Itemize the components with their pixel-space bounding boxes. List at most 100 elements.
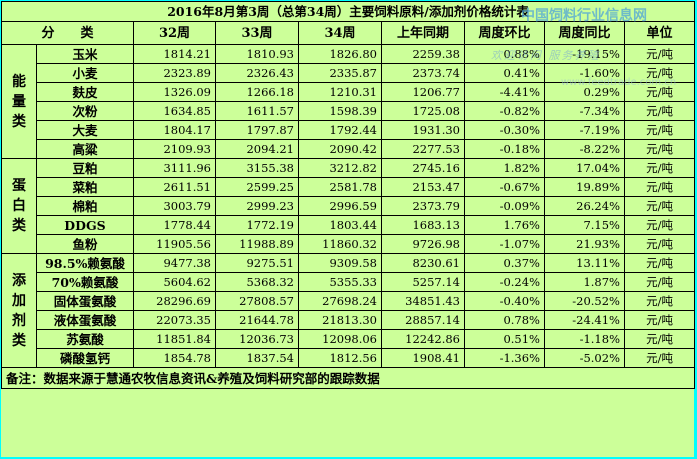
cell-unit: 元/吨: [623, 272, 696, 292]
item-name: 菜粕: [36, 177, 134, 197]
table-row: 能量类玉米 1814.21 1810.93 1826.80 2259.38 0.88% -1…: [1, 44, 696, 159]
item-name: 次粉: [36, 101, 134, 121]
cell-wow: -0.18%: [464, 139, 545, 159]
category-char: 类: [12, 218, 26, 234]
cell-w32: 1326.09: [133, 82, 216, 102]
table-row: 70%赖氨酸 5604.62 5368.32 5355.33 5257.14 -0.24%…: [2, 272, 696, 292]
table-row: 次粉 1634.85 1611.57 1598.39 1725.08 -0.82% -7.3…: [2, 101, 696, 121]
cell-w34: 1792.44: [298, 120, 382, 140]
cell-w32: 22073.35: [133, 310, 216, 330]
category-char: 加: [12, 292, 26, 309]
cell-w33: 21644.78: [215, 310, 299, 330]
cell-w34: 2581.78: [298, 177, 382, 197]
cell-wow: 1.76%: [464, 215, 545, 235]
item-name: 小麦: [36, 63, 134, 83]
category-char: 类: [12, 113, 26, 130]
cell-w32: 3003.79: [133, 196, 216, 216]
cell-unit: 元/吨: [623, 139, 696, 159]
cell-wow: 0.78%: [464, 310, 545, 330]
cell-w34: 21813.30: [298, 310, 382, 330]
item-name: 高粱: [36, 139, 134, 159]
cell-yoy: 7.15%: [544, 215, 625, 235]
cell-last-year: 2373.74: [381, 63, 465, 83]
cell-w33: 1837.54: [215, 348, 299, 368]
item-name: 鱼粉: [36, 234, 134, 254]
footnote: 备注：数据来源于慧通农牧信息资讯&养殖及饲料研究部的跟踪数据: [0, 367, 696, 389]
cell-unit: 元/吨: [623, 291, 696, 311]
table-title: 2016年8月第3周（总第34周）主要饲料原料/添加剂价格统计表: [0, 1, 696, 22]
cell-unit: 元/吨: [623, 234, 696, 254]
cell-w33: 9275.51: [215, 253, 299, 273]
category-label: 蛋白类: [1, 158, 37, 254]
category-char: 剂: [12, 312, 26, 329]
cell-yoy: -24.41%: [544, 310, 625, 330]
cell-unit: 元/吨: [623, 253, 696, 273]
cell-w32: 2611.51: [133, 177, 216, 197]
cell-wow: 0.88%: [464, 44, 545, 64]
cell-unit: 元/吨: [623, 101, 696, 121]
cell-wow: -0.82%: [464, 101, 545, 121]
cell-unit: 元/吨: [623, 177, 696, 197]
cell-w32: 3111.96: [133, 158, 216, 178]
cell-last-year: 1908.41: [381, 348, 465, 368]
cell-w32: 1634.85: [133, 101, 216, 121]
table-row: 磷酸氢钙 1854.78 1837.54 1812.56 1908.41 -1.36% -5…: [2, 348, 696, 368]
cell-last-year: 1725.08: [381, 101, 465, 121]
cell-w33: 2094.21: [215, 139, 299, 159]
cell-last-year: 2373.79: [381, 196, 465, 216]
cell-last-year: 12242.86: [381, 329, 465, 349]
item-name: 70%赖氨酸: [36, 272, 134, 292]
cell-w33: 27808.57: [215, 291, 299, 311]
table-row: 菜粕 2611.51 2599.25 2581.78 2153.47 -0.67% 19.8…: [2, 177, 696, 197]
cell-w33: 1810.93: [215, 44, 299, 64]
cell-yoy: 13.11%: [544, 253, 625, 273]
cell-last-year: 1931.30: [381, 120, 465, 140]
cell-unit: 元/吨: [623, 44, 696, 64]
cell-w32: 1778.44: [133, 215, 216, 235]
cell-last-year: 28857.14: [381, 310, 465, 330]
cell-last-year: 2277.53: [381, 139, 465, 159]
item-name: DDGS: [36, 215, 134, 235]
table-row: 小麦 2323.89 2326.43 2335.87 2373.74 0.41% -1.60…: [2, 63, 696, 83]
cell-w34: 1210.31: [298, 82, 382, 102]
cell-yoy: -1.18%: [544, 329, 625, 349]
cell-unit: 元/吨: [623, 215, 696, 235]
cell-w32: 28296.69: [133, 291, 216, 311]
header-category: 分 类: [1, 21, 134, 45]
table-row: 麸皮 1326.09 1266.18 1210.31 1206.77 -4.41% 0.29…: [2, 82, 696, 102]
table-row: 棉粕 3003.79 2999.23 2996.59 2373.79 -0.09% 26.2…: [2, 196, 696, 216]
cell-w34: 1826.80: [298, 44, 382, 64]
header-yoy: 周度同比: [544, 21, 625, 45]
cell-yoy: 0.29%: [544, 82, 625, 102]
item-name: 大麦: [36, 120, 134, 140]
item-name: 苏氨酸: [36, 329, 134, 349]
header-week-32: 32周: [133, 21, 216, 45]
item-name: 麸皮: [36, 82, 134, 102]
table-row: 大麦 1804.17 1797.87 1792.44 1931.30 -0.30% -7.1…: [2, 120, 696, 140]
cell-yoy: -7.19%: [544, 120, 625, 140]
header-week-34: 34周: [298, 21, 382, 45]
cell-w33: 11988.89: [215, 234, 299, 254]
cell-wow: -1.07%: [464, 234, 545, 254]
cell-w33: 2599.25: [215, 177, 299, 197]
cell-w33: 1772.19: [215, 215, 299, 235]
cell-w34: 2090.42: [298, 139, 382, 159]
cell-w34: 27698.24: [298, 291, 382, 311]
item-name: 液体蛋氨酸: [36, 310, 134, 330]
cell-w32: 1854.78: [133, 348, 216, 368]
cell-w32: 11905.56: [133, 234, 216, 254]
cell-w33: 5368.32: [215, 272, 299, 292]
watermark-slogan: 欢迎访问 服务养殖: [491, 49, 601, 62]
item-name: 磷酸氢钙: [36, 348, 134, 368]
cell-wow: -0.40%: [464, 291, 545, 311]
cell-yoy: 26.24%: [544, 196, 625, 216]
cell-w33: 12036.73: [215, 329, 299, 349]
cell-unit: 元/吨: [623, 348, 696, 368]
watermark-logo-text: 中国饲料行业信息网: [521, 8, 647, 24]
cell-last-year: 1683.13: [381, 215, 465, 235]
category-char: 类: [12, 332, 26, 349]
cell-unit: 元/吨: [623, 310, 696, 330]
cell-w34: 11860.32: [298, 234, 382, 254]
cell-w34: 2335.87: [298, 63, 382, 83]
note-row: 备注：数据来源于慧通农牧信息资讯&养殖及饲料研究部的跟踪数据: [0, 367, 696, 389]
